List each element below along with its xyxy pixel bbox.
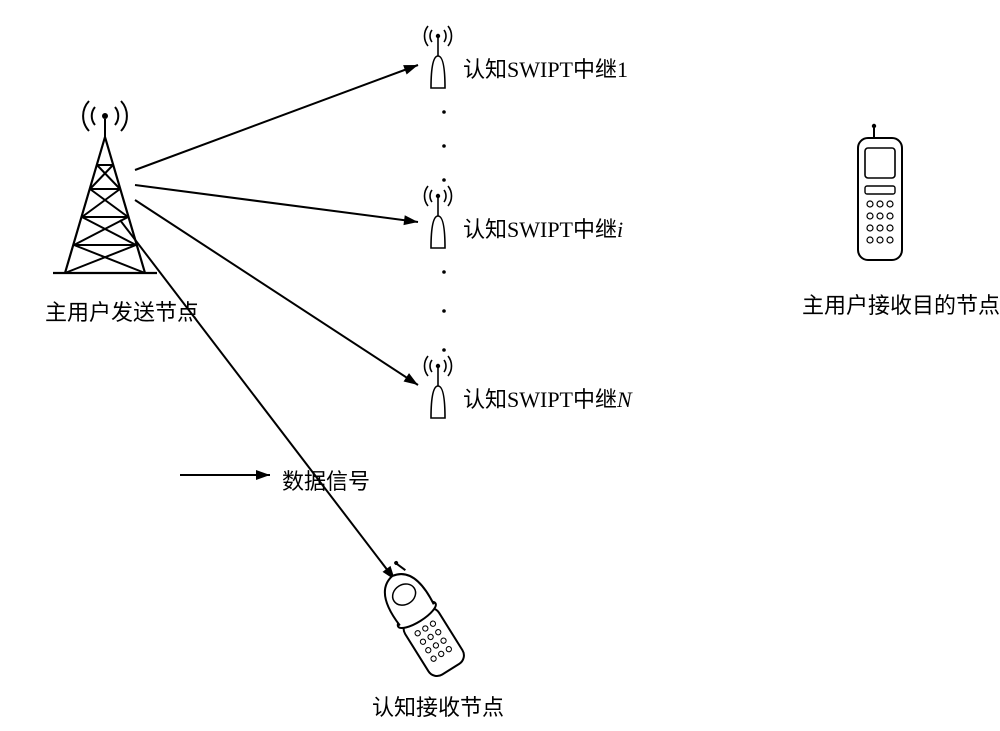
primary-user-receiver-label: 主用户接收目的节点 <box>802 288 1000 320</box>
cognitive-swipt-relay-n-icon <box>424 356 451 418</box>
cognitive-swipt-relay-1-label: 认知SWIPT中继1 <box>463 52 628 84</box>
primary-user-sender-label: 主用户发送节点 <box>45 295 199 327</box>
cognitive-swipt-relay-n-label: 认知SWIPT中继N <box>463 382 632 414</box>
cognitive-receiver-label: 认知接收节点 <box>372 690 504 722</box>
cognitive-swipt-relay-1-icon <box>424 26 451 88</box>
primary-user-receiver-icon <box>858 124 902 260</box>
cognitive-swipt-relay-i-icon <box>424 186 451 248</box>
cognitive-swipt-relay-i-label: 认知SWIPT中继i <box>463 212 623 244</box>
cognitive-receiver-icon <box>368 555 469 681</box>
data-signal-legend: 数据信号 <box>282 464 370 496</box>
